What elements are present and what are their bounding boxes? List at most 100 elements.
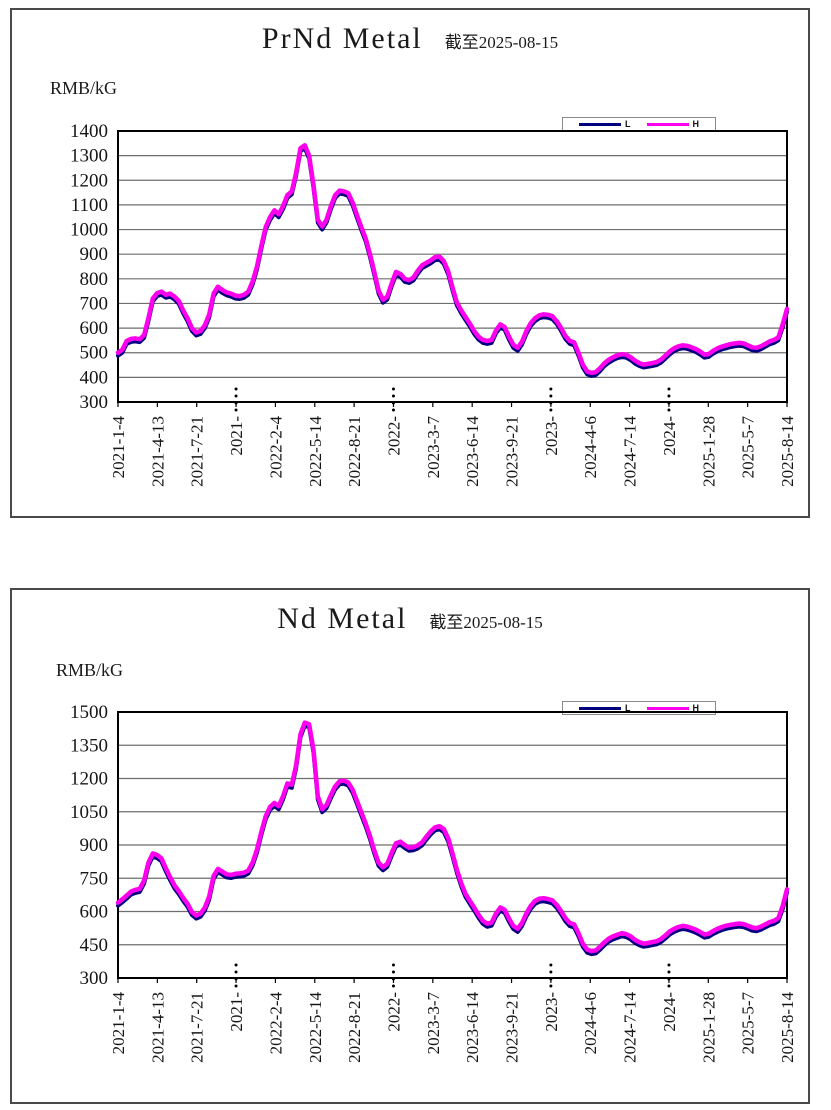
x-tick-label: 2025-5-7 [739,992,758,1055]
dotted-tick [667,387,671,391]
y-tick-label: 1400 [70,121,108,142]
dotted-tick [667,984,671,988]
nd-metal-panel: Nd Metal 截至2025-08-15 RMB/kG L H 300 450 60… [10,588,810,1104]
dotted-tick [549,984,553,988]
dotted-tick [234,394,238,398]
y-tick-label: 600 [80,902,109,923]
dotted-tick [549,977,553,981]
y-tick-label: 1500 [70,702,108,723]
dotted-tick [549,394,553,398]
legend-item-L: L [579,703,631,713]
y-tick-label: 1200 [70,769,108,790]
x-tick-label: 2022-2-4 [266,416,285,479]
y-axis-unit-label: RMB/kG [56,660,124,680]
x-tick-label: 2021-1-4 [109,416,128,479]
dotted-tick [391,963,395,967]
y-tick-label: 700 [80,293,109,314]
legend-item-L: L [579,119,631,129]
dotted-tick [549,408,553,412]
x-tick-label: 2022-5-14 [306,416,325,487]
x-tick-label: 2021- [227,992,246,1032]
x-tick-label: 2022-8-21 [345,992,364,1063]
dotted-tick [391,387,395,391]
dotted-tick [549,963,553,967]
x-tick-label: 2024-7-14 [621,416,640,487]
dotted-tick [549,387,553,391]
y-tick-label: 900 [80,244,109,265]
x-tick-label: 2023-3-7 [424,416,443,479]
y-tick-label: 450 [80,935,109,956]
y-tick-label: 1000 [70,220,108,241]
y-tick-label: 600 [80,318,109,339]
x-tick-label: 2024-4-6 [581,992,600,1054]
x-tick-label: 2024- [660,992,679,1032]
dotted-tick [391,970,395,974]
dotted-tick [667,408,671,412]
x-tick-label: 2023-9-21 [503,992,522,1063]
y-tick-label: 800 [80,269,109,290]
chart-subtitle: 截至2025-08-15 [429,613,543,632]
x-tick-label: 2023-3-7 [424,992,443,1055]
y-tick-label: 1200 [70,170,108,191]
dotted-tick [549,970,553,974]
chart-title: Nd Metal [277,602,408,635]
x-tick-label: 2025-5-7 [739,416,758,479]
prnd-metal-plot: 300 400 500 600 700 800 900 1000 1100 1200 1300 140… [70,121,797,487]
y-tick-label: 900 [80,835,109,856]
x-tick-label: 2021-4-13 [148,992,167,1063]
x-tick-label: 2023-6-14 [463,416,482,487]
x-tick-label: 2022-2-4 [266,992,285,1055]
dotted-tick [667,963,671,967]
nd-metal-plot: 300 450 600 750 900 1050 1200 1350 1500 2021-1-4 2… [70,702,797,1063]
dotted-tick [667,977,671,981]
x-tick-label: 2021-7-21 [188,992,207,1063]
series-line-L [116,146,789,378]
plot-frame [117,711,788,979]
y-tick-label: 1300 [70,146,108,167]
chart-title: PrNd Metal [261,22,423,55]
y-tick-label: 1100 [71,195,108,216]
x-tick-label: 2025-1-28 [699,416,718,487]
x-tick-label: 2025-1-28 [699,992,718,1063]
dotted-tick [391,401,395,405]
series-line-H [115,143,790,376]
dotted-tick [549,401,553,405]
legend-label-H: H [692,119,700,129]
legend-line-H-icon [646,706,689,710]
chart-header: Nd Metal 截至2025-08-15 [12,602,808,636]
x-tick-label: 2025-8-14 [778,992,797,1063]
x-tick-label: 2024- [660,416,679,456]
dotted-tick [667,970,671,974]
x-tick-label: 2021-4-13 [148,416,167,487]
y-tick-label: 400 [80,367,109,388]
dotted-tick [234,984,238,988]
series-line-L [116,723,789,957]
x-tick-label: 2022- [384,416,403,456]
dotted-tick [234,387,238,391]
legend-line-L-icon [579,706,621,710]
y-tick-label: 300 [80,392,109,413]
dotted-tick [234,408,238,412]
chart-subtitle: 截至2025-08-15 [444,33,559,52]
y-axis-unit-label: RMB/kG [50,78,118,98]
x-tick-label: 2021-1-4 [109,992,128,1055]
legend-line-H-icon [646,122,689,126]
dotted-tick [391,984,395,988]
chart-header: PrNd Metal 截至2025-08-15 [12,22,808,56]
legend-label-L: L [625,703,631,713]
x-tick-label: 2023-6-14 [463,992,482,1063]
x-tick-label: 2023- [542,416,561,456]
legend-label-H: H [692,703,700,713]
x-tick-label: 2021-7-21 [188,416,207,487]
y-tick-label: 1350 [70,735,108,756]
plot-frame [117,130,788,403]
x-tick-label: 2023-9-21 [503,416,522,487]
legend-label-L: L [625,119,631,129]
x-tick-label: 2025-8-14 [778,416,797,487]
dotted-tick [234,401,238,405]
x-tick-label: 2024-4-6 [581,416,600,478]
y-tick-label: 750 [80,868,109,889]
legend-item-H: H [646,119,700,129]
prnd-metal-panel: PrNd Metal 截至2025-08-15 RMB/kG L H 300 400… [10,8,810,518]
